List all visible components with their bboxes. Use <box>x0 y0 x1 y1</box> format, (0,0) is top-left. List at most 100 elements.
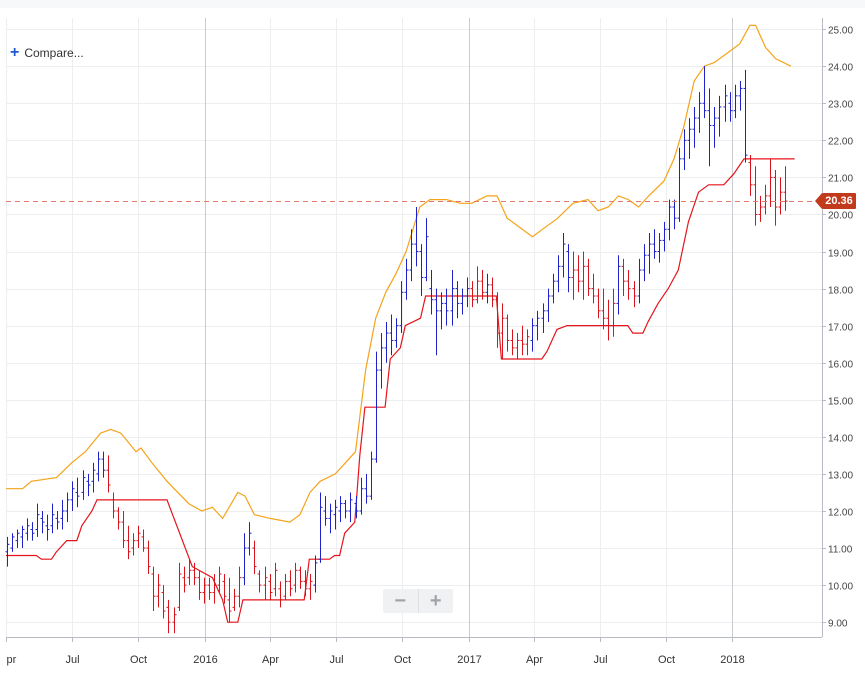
ohlc-bar <box>616 255 621 315</box>
ohlc-bar <box>106 455 111 493</box>
ohlc-bar <box>50 503 55 534</box>
ohlc-bar <box>298 566 303 589</box>
ohlc-bar <box>293 562 298 593</box>
ohlc-bar <box>116 507 121 530</box>
plus-icon: + <box>10 44 20 61</box>
ohlc-bar <box>384 321 389 363</box>
ohlc-bar <box>35 503 40 537</box>
ohlc-bar <box>778 177 783 215</box>
ohlc-bar <box>743 69 748 163</box>
ohlc-bar <box>166 599 171 634</box>
ohlc-bar <box>702 66 707 119</box>
ohlc-bar <box>151 566 156 612</box>
ohlc-bar <box>172 607 177 634</box>
x-tick-label: pr <box>7 654 17 666</box>
ohlc-bar <box>520 325 525 356</box>
ohlc-bar <box>551 273 556 304</box>
y-tick-label: 22.00 <box>828 137 853 148</box>
y-tick-label: 20.00 <box>828 211 853 222</box>
ohlc-bar <box>647 232 652 274</box>
ohlc-bar <box>70 481 75 511</box>
x-axis: pr Jul Oct 2016 Apr Jul Oct 2017 Apr Jul Oct 2018 <box>6 637 822 666</box>
ohlc-bar <box>369 451 374 500</box>
ohlc-bar <box>40 510 45 534</box>
ohlc-bar <box>197 570 202 600</box>
ohlc-bar <box>692 106 697 148</box>
y-tick-label: 18.00 <box>828 286 853 297</box>
ohlc-bar <box>510 329 515 356</box>
ohlc-bar <box>126 525 131 560</box>
lower-band-line <box>6 158 795 623</box>
compare-button[interactable]: + Compare... <box>10 44 84 61</box>
ohlc-bar <box>455 281 460 319</box>
ohlc-bar <box>156 573 161 608</box>
ohlc-bar <box>252 540 257 574</box>
ohlc-bar <box>773 169 778 226</box>
ohlc-bar <box>146 540 151 574</box>
ohlc-bar <box>546 288 551 322</box>
ohlc-bar <box>434 288 439 356</box>
ohlc-bar <box>15 529 20 549</box>
ohlc-bar <box>783 166 788 211</box>
ohlc-bar <box>561 232 566 278</box>
ohlc-bar <box>399 281 404 334</box>
zoom-in-button[interactable]: + <box>417 589 454 613</box>
ohlc-bar <box>328 503 333 534</box>
ohlc-bar <box>444 288 449 326</box>
ohlc-bar <box>60 499 65 530</box>
ohlc-bar <box>637 258 642 304</box>
ohlc-bar <box>81 470 86 500</box>
ohlc-bar <box>308 573 313 600</box>
ohlc-bar <box>535 310 540 341</box>
ohlc-bar <box>374 351 379 463</box>
price-tag-arrow <box>815 193 822 209</box>
ohlc-bar <box>394 318 399 348</box>
ohlc-bar <box>768 158 773 208</box>
ohlc-bar <box>460 288 465 315</box>
ohlc-bar <box>682 129 687 170</box>
y-tick-label: 9.00 <box>828 619 848 630</box>
ohlc-bar <box>429 270 434 315</box>
top-toolbar-strip <box>0 0 865 8</box>
ohlc-bar <box>268 573 273 600</box>
ohlc-bar <box>515 333 520 360</box>
ohlc-bar <box>131 533 136 556</box>
ohlc-bar <box>586 258 591 296</box>
ohlc-bar <box>25 518 30 541</box>
ohlc-bar <box>530 318 535 352</box>
ohlc-bar <box>202 577 207 604</box>
ohlc-bar <box>177 562 182 612</box>
ohlc-bar <box>652 229 657 259</box>
ohlc-bar <box>91 462 96 493</box>
ohlc-bars <box>5 66 788 634</box>
ohlc-bar <box>642 244 647 282</box>
ohlc-bar <box>717 95 722 137</box>
ohlc-bar <box>364 473 369 504</box>
ohlc-bar <box>354 496 359 519</box>
ohlc-bar <box>465 277 470 308</box>
ohlc-bar <box>626 270 631 300</box>
ohlc-bar <box>389 314 394 356</box>
x-tick-label: Oct <box>130 654 147 666</box>
ohlc-bar <box>75 477 80 508</box>
ohlc-bar <box>20 525 25 549</box>
ohlc-bar <box>748 155 753 196</box>
zoom-out-button[interactable]: − <box>394 589 407 612</box>
ohlc-bar <box>414 207 419 267</box>
x-tick-label: Oct <box>394 654 411 666</box>
ohlc-bar <box>10 533 15 552</box>
ohlc-bar <box>728 92 733 122</box>
y-tick-label: 14.00 <box>828 434 853 445</box>
ohlc-bar <box>212 573 217 604</box>
ohlc-bar <box>136 525 141 549</box>
ohlc-bar <box>571 251 576 300</box>
ohlc-bar <box>313 555 318 593</box>
ohlc-bar <box>182 566 187 593</box>
ohlc-bar <box>439 292 444 330</box>
ohlc-bar <box>333 499 338 530</box>
x-tick-label: 2016 <box>193 654 217 666</box>
y-tick-label: 16.00 <box>828 360 853 371</box>
ohlc-bar <box>657 232 662 263</box>
ohlc-bar <box>667 199 672 241</box>
